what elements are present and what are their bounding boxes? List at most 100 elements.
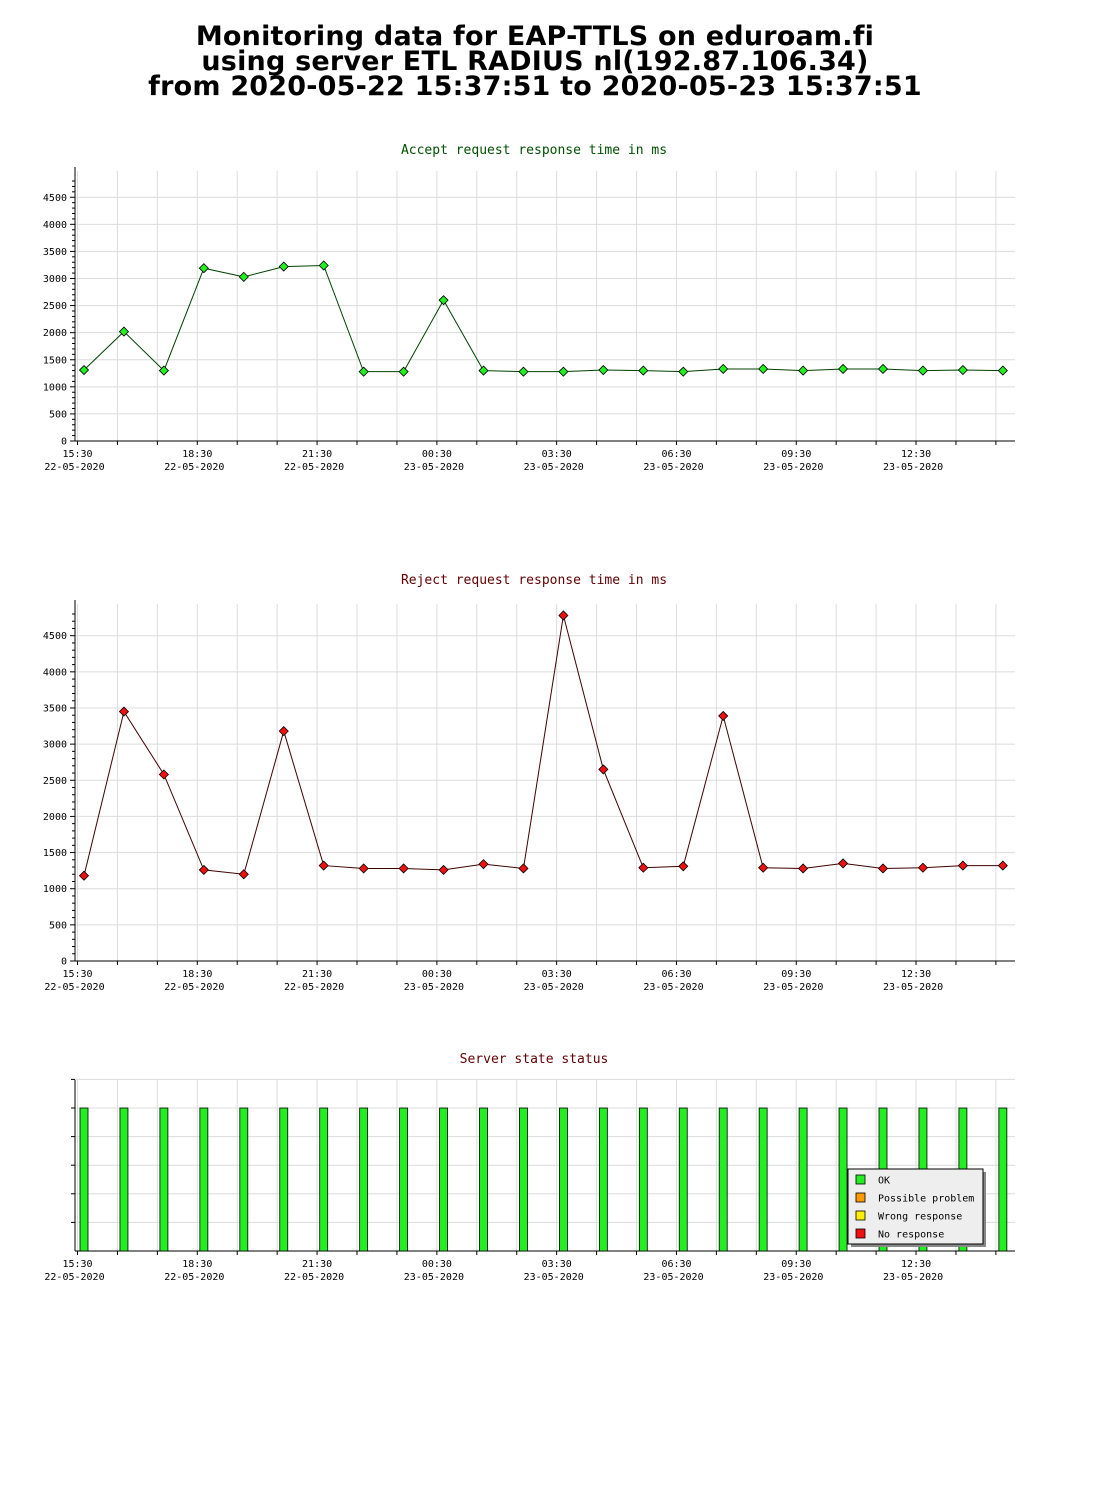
data-point <box>678 366 689 377</box>
data-point <box>78 364 90 376</box>
x-tick-time: 03:30 <box>542 1259 572 1270</box>
data-point <box>358 366 369 377</box>
data-point <box>518 366 529 377</box>
data-point <box>278 726 289 737</box>
x-tick-time: 00:30 <box>422 1259 452 1270</box>
data-point <box>997 365 1008 376</box>
y-tick-label: 4500 <box>43 631 67 642</box>
data-point <box>877 863 889 874</box>
status-bar <box>199 1107 209 1252</box>
status-bar <box>359 1107 369 1252</box>
data-point <box>478 859 489 870</box>
status-bar <box>798 1107 808 1252</box>
data-point <box>238 271 249 282</box>
data-point <box>438 864 449 875</box>
x-tick-date: 23-05-2020 <box>763 462 823 473</box>
status-bar <box>119 1107 129 1252</box>
x-tick-date: 23-05-2020 <box>524 1272 584 1283</box>
x-tick-time: 09:30 <box>781 1259 811 1270</box>
legend-label: OK <box>878 1176 890 1187</box>
x-tick-date: 23-05-2020 <box>404 982 464 993</box>
x-tick-date: 22-05-2020 <box>284 462 344 473</box>
y-tick-label: 0 <box>61 957 67 968</box>
data-point <box>718 363 729 375</box>
status-bar <box>319 1107 329 1252</box>
y-tick-label: 3000 <box>43 740 67 751</box>
x-tick-time: 12:30 <box>901 969 931 980</box>
legend-label: Wrong response <box>878 1212 962 1223</box>
title-line-2: using server ETL RADIUS nl(192.87.106.34… <box>201 46 869 77</box>
x-tick-time: 18:30 <box>182 449 212 460</box>
data-point <box>598 764 609 775</box>
series-line <box>83 615 1003 876</box>
data-point <box>917 365 929 376</box>
y-tick-label: 4500 <box>43 193 67 204</box>
data-point <box>638 365 649 376</box>
data-point <box>558 366 569 377</box>
status-bar <box>559 1107 568 1252</box>
legend-label: No response <box>878 1230 944 1241</box>
data-point <box>837 363 849 375</box>
y-tick-label: 3500 <box>43 247 67 258</box>
x-tick-time: 00:30 <box>422 969 452 980</box>
legend-box <box>847 1168 984 1245</box>
title-line-1: Monitoring data for EAP-TTLS on eduroam.… <box>195 21 875 52</box>
legend-swatch <box>855 1174 866 1185</box>
chart-title: Accept request response time in ms <box>401 143 667 158</box>
x-tick-date: 23-05-2020 <box>404 462 464 473</box>
x-tick-time: 21:30 <box>302 449 332 460</box>
x-tick-time: 09:30 <box>781 969 811 980</box>
legend-swatch <box>855 1210 866 1221</box>
chart-title: Server state status <box>460 1052 609 1067</box>
data-point <box>198 864 209 875</box>
y-tick-label: 1000 <box>43 884 67 895</box>
x-tick-date: 23-05-2020 <box>883 1272 943 1283</box>
data-point <box>877 363 889 375</box>
data-point <box>598 364 609 376</box>
data-point <box>678 861 689 872</box>
x-tick-date: 23-05-2020 <box>404 1272 464 1283</box>
title-line-3: from 2020-05-22 15:37:51 to 2020-05-23 1… <box>148 71 922 102</box>
x-tick-date: 23-05-2020 <box>524 982 584 993</box>
y-tick-label: 3000 <box>43 274 67 285</box>
status-bar <box>79 1107 89 1252</box>
x-tick-date: 22-05-2020 <box>164 462 224 473</box>
x-tick-date: 22-05-2020 <box>44 462 104 473</box>
status-bar <box>598 1107 608 1252</box>
x-tick-date: 22-05-2020 <box>284 1272 344 1283</box>
status-bar <box>439 1107 448 1252</box>
data-point <box>398 863 409 874</box>
data-point <box>398 366 409 377</box>
y-tick-label: 4000 <box>43 667 67 678</box>
reject-response-chart: Reject request response time in ms 0 500 10… <box>43 573 1015 993</box>
x-tick-time: 12:30 <box>901 449 931 460</box>
x-tick-date: 22-05-2020 <box>44 982 104 993</box>
data-point <box>837 858 849 869</box>
status-bar <box>479 1107 488 1252</box>
data-point <box>238 869 249 880</box>
data-point <box>158 769 169 780</box>
x-tick-time: 21:30 <box>302 1259 332 1270</box>
y-tick-label: 1500 <box>43 355 67 366</box>
data-point <box>118 706 130 717</box>
data-point <box>798 365 809 376</box>
x-tick-date: 23-05-2020 <box>763 1272 823 1283</box>
x-tick-time: 00:30 <box>422 449 452 460</box>
x-tick-time: 12:30 <box>901 1259 931 1270</box>
data-point <box>758 862 769 873</box>
x-tick-time: 18:30 <box>182 1259 212 1270</box>
x-tick-date: 23-05-2020 <box>643 1272 703 1283</box>
legend-label: Possible problem <box>878 1194 974 1205</box>
status-bar <box>678 1107 688 1252</box>
x-tick-date: 23-05-2020 <box>763 982 823 993</box>
y-tick-label: 1500 <box>43 848 67 859</box>
data-point <box>158 365 169 376</box>
status-bar <box>838 1107 848 1252</box>
x-tick-time: 09:30 <box>781 449 811 460</box>
data-point <box>798 863 809 874</box>
y-tick-label: 500 <box>49 409 67 420</box>
data-point <box>318 260 329 271</box>
legend-swatch <box>855 1228 866 1239</box>
series-line <box>83 264 1003 373</box>
x-tick-date: 23-05-2020 <box>883 462 943 473</box>
